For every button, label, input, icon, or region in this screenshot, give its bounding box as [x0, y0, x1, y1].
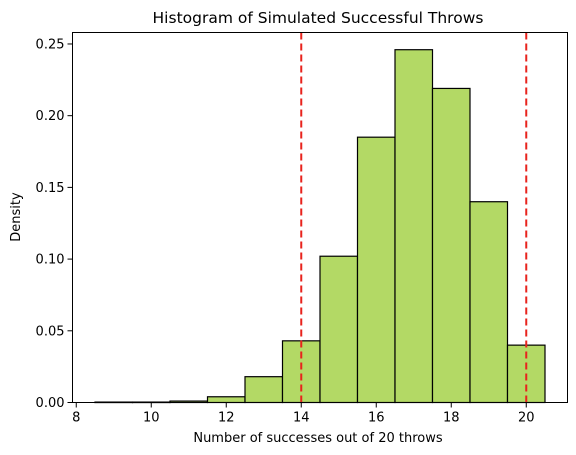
x-axis-label: Number of successes out of 20 throws	[193, 431, 443, 446]
y-tick-label: 0.20	[36, 109, 65, 124]
y-tick-label: 0.05	[36, 324, 65, 339]
x-tick-label: 8	[72, 411, 80, 426]
histogram-bar	[469, 201, 509, 404]
y-tick-label: 0.10	[36, 253, 65, 268]
x-tick-label: 12	[218, 411, 235, 426]
histogram-bar	[319, 255, 359, 404]
plot-frame	[72, 32, 568, 403]
y-axis-label: Density	[9, 192, 24, 242]
histogram-bar	[206, 396, 246, 404]
x-tick-label: 10	[143, 411, 160, 426]
x-tick-label: 20	[518, 411, 535, 426]
histogram-bar	[356, 136, 396, 404]
x-axis-ticks: 8 10 12 14 16 18 20	[72, 402, 535, 426]
x-tick-label: 14	[293, 411, 310, 426]
x-tick-label: 16	[368, 411, 385, 426]
histogram-bar	[281, 340, 321, 404]
y-tick-label: 0.25	[36, 37, 65, 52]
y-tick-label: 0.15	[36, 181, 65, 196]
histogram-bar	[431, 87, 471, 404]
histogram-bar	[394, 49, 434, 404]
bars-group	[94, 49, 546, 404]
histogram-bar	[244, 376, 284, 404]
x-tick-label: 18	[443, 411, 460, 426]
reference-lines	[300, 32, 528, 403]
y-axis-ticks: 0.00 0.05 0.10 0.15 0.20 0.25	[36, 37, 73, 411]
y-tick-label: 0.00	[36, 396, 65, 411]
chart-title: Histogram of Simulated Successful Throws	[153, 9, 484, 27]
